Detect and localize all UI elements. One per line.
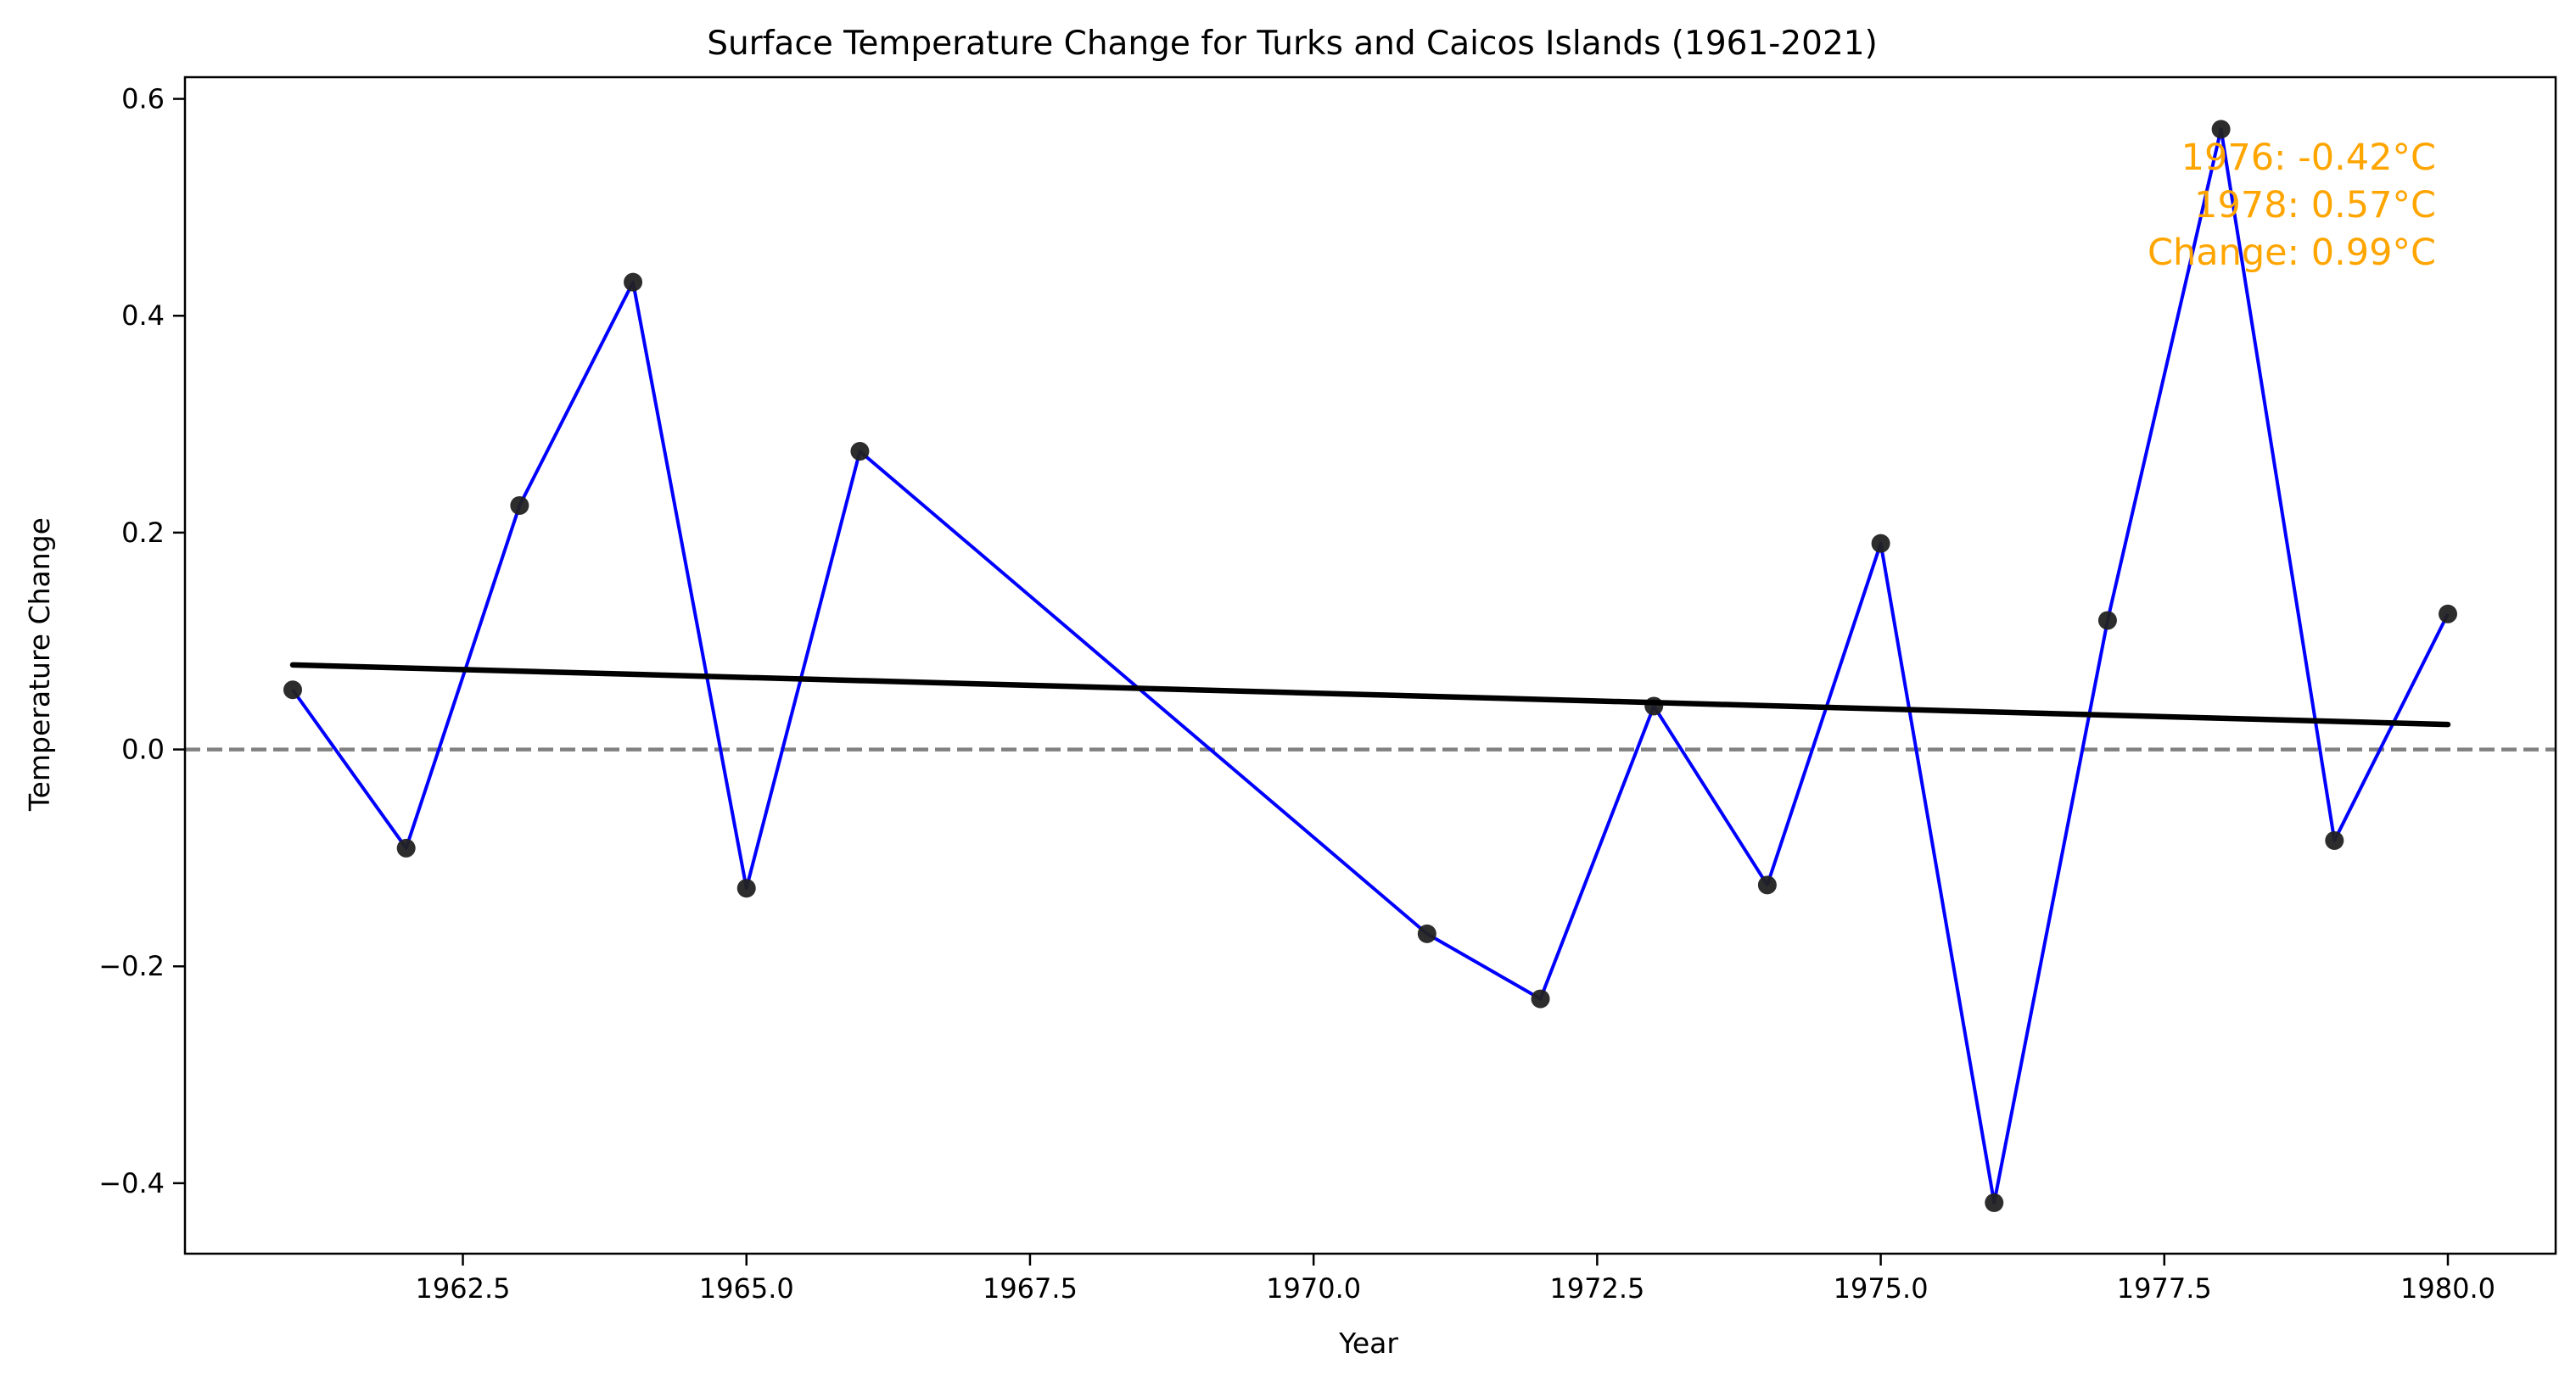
data-point-1977 [2097, 611, 2117, 630]
y-tick-label-0: −0.4 [98, 1167, 165, 1199]
annotation-line-2: 1978: 0.57°C [2194, 184, 2436, 226]
y-tick-label-5: 0.6 [121, 83, 165, 115]
x-tick-label-5: 1975.0 [1834, 1272, 1929, 1305]
plot-frame [183, 75, 2557, 1255]
data-point-1961 [283, 680, 302, 700]
plot-area: 1976: -0.42°C 1978: 0.57°C Change: 0.99°C 1… [98, 75, 2557, 1305]
x-tick-label-2: 1967.5 [983, 1272, 1078, 1305]
y-tick-label-3: 0.2 [121, 517, 165, 549]
trend-line [289, 662, 2451, 728]
data-point-1966 [850, 442, 870, 461]
data-point-1963 [510, 495, 529, 515]
data-point-1979 [2325, 830, 2344, 850]
temperature-series-line [291, 127, 2450, 1204]
y-axis-label: Temperature Change [23, 517, 56, 812]
data-point-1964 [624, 272, 643, 292]
data-point-1972 [1531, 989, 1550, 1009]
y-tick-label-1: −0.2 [98, 950, 165, 982]
data-point-1962 [396, 838, 416, 858]
data-point-1974 [1757, 875, 1777, 895]
data-point-1978 [2211, 120, 2231, 139]
x-tick-label-4: 1972.5 [1549, 1272, 1644, 1305]
x-tick-label-3: 1970.0 [1266, 1272, 1361, 1305]
data-point-1975 [1871, 534, 1890, 553]
x-tick-label-1: 1965.0 [699, 1272, 794, 1305]
y-tick-label-2: 0.0 [121, 734, 165, 766]
annotation-line-1: 1976: -0.42°C [2181, 137, 2436, 179]
x-axis-label: Year [1338, 1327, 1398, 1360]
annotation-line-3: Change: 0.99°C [2148, 232, 2436, 274]
chart-title: Surface Temperature Change for Turks and… [707, 25, 1878, 63]
data-point-1973 [1644, 696, 1664, 716]
x-tick-label-7: 1980.0 [2400, 1272, 2495, 1305]
data-point-1980 [2439, 604, 2457, 623]
data-point-1971 [1417, 924, 1436, 943]
x-tick-label-6: 1977.5 [2117, 1272, 2212, 1305]
data-point-1965 [736, 879, 756, 898]
x-tick-label-0: 1962.5 [416, 1272, 511, 1305]
y-tick-label-4: 0.4 [121, 299, 165, 332]
data-point-1976 [1985, 1193, 2004, 1212]
